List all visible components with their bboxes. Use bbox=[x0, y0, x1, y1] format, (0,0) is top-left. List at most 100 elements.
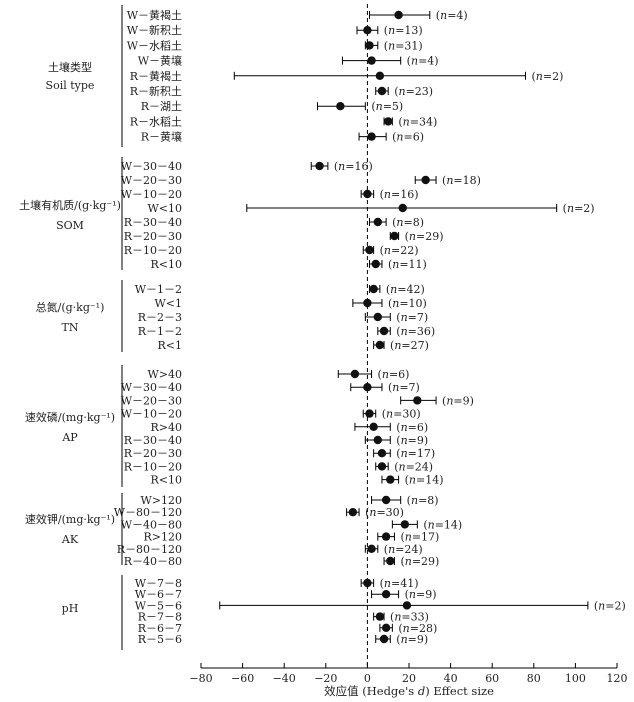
row-label: R－黄壤 bbox=[141, 130, 182, 144]
effect-point bbox=[365, 41, 374, 50]
effect-point bbox=[350, 369, 360, 379]
n-label: (n=14) bbox=[405, 474, 444, 487]
n-label: (n=42) bbox=[386, 283, 425, 296]
n-label: (n=13) bbox=[384, 24, 423, 37]
effect-point bbox=[386, 556, 395, 566]
effect-point bbox=[377, 449, 387, 458]
group-label-en: TN bbox=[62, 321, 79, 334]
row-label: W－7－8 bbox=[135, 577, 182, 590]
row-label: R－黄褐土 bbox=[130, 69, 182, 83]
x-tick-label: 40 bbox=[444, 672, 458, 685]
row-label: W－20－30 bbox=[121, 174, 182, 187]
row-label: R－新积土 bbox=[130, 84, 182, 98]
effect-point bbox=[375, 71, 385, 81]
row-label: R－7－8 bbox=[138, 611, 182, 624]
effect-point bbox=[400, 520, 410, 529]
n-label: (n=8) bbox=[407, 494, 439, 507]
x-tick-label: 20 bbox=[402, 672, 416, 685]
effect-point bbox=[371, 259, 380, 269]
group-label-en: AK bbox=[61, 533, 79, 546]
row-label: R－10－20 bbox=[124, 244, 182, 257]
row-label: R－30－40 bbox=[124, 216, 182, 229]
n-label: (n=2) bbox=[563, 202, 595, 215]
effect-point bbox=[381, 532, 391, 541]
group-label-cn: 土壤有机质/(g·kg⁻¹) bbox=[19, 198, 121, 212]
n-label: (n=29) bbox=[405, 230, 444, 243]
n-label: (n=9) bbox=[405, 588, 437, 601]
n-label: (n=4) bbox=[407, 55, 439, 68]
effect-point bbox=[413, 396, 422, 405]
row-label: W－40－80 bbox=[121, 518, 182, 531]
n-label: (n=23) bbox=[394, 85, 433, 98]
n-label: (n=7) bbox=[388, 381, 420, 394]
row-label: W>120 bbox=[140, 494, 182, 507]
effect-point bbox=[367, 56, 376, 65]
effect-point bbox=[381, 590, 391, 599]
row-label: R－80－120 bbox=[117, 543, 182, 556]
n-label: (n=17) bbox=[400, 531, 439, 544]
row-label: W－5－6 bbox=[135, 599, 182, 612]
effect-point bbox=[365, 409, 374, 418]
row-label: W－10－20 bbox=[121, 408, 182, 421]
x-tick-label: 80 bbox=[527, 672, 541, 685]
effect-point bbox=[381, 495, 391, 505]
row-label: W－80－120 bbox=[114, 506, 182, 519]
n-label: (n=34) bbox=[398, 115, 437, 128]
n-label: (n=18) bbox=[442, 174, 481, 187]
n-label: (n=7) bbox=[396, 311, 428, 324]
row-label: W<1 bbox=[154, 297, 182, 310]
row-label: W－水稻土 bbox=[127, 39, 182, 52]
row-label: W－30－40 bbox=[121, 160, 182, 173]
effect-point bbox=[365, 245, 374, 255]
effect-point bbox=[402, 601, 412, 610]
n-label: (n=4) bbox=[436, 9, 468, 22]
n-label: (n=16) bbox=[334, 160, 373, 173]
n-label: (n=6) bbox=[396, 421, 428, 434]
n-label: (n=5) bbox=[371, 100, 403, 113]
effect-point bbox=[379, 326, 389, 336]
x-axis-label: 效应值 (Hedge's d) Effect size bbox=[324, 684, 494, 698]
effect-point bbox=[363, 298, 372, 308]
effect-point bbox=[375, 612, 385, 621]
row-label: R>40 bbox=[151, 421, 183, 434]
row-label: R>120 bbox=[144, 531, 183, 544]
row-label: W－1－2 bbox=[135, 283, 182, 296]
group-label-cn: 土壤类型 bbox=[48, 60, 92, 74]
row-label: R－1－2 bbox=[138, 325, 182, 338]
effect-point bbox=[336, 102, 345, 111]
row-label: R<10 bbox=[151, 258, 183, 271]
group-label-cn: 总氮/(g·kg⁻¹) bbox=[36, 300, 105, 314]
row-label: R－5－6 bbox=[138, 633, 182, 646]
n-label: (n=28) bbox=[398, 622, 437, 635]
row-label: R－30－40 bbox=[124, 434, 182, 447]
row-label: W－30－40 bbox=[121, 381, 182, 394]
n-label: (n=24) bbox=[384, 543, 423, 556]
n-label: (n=33) bbox=[390, 611, 429, 624]
row-label: R－40－80 bbox=[124, 555, 182, 568]
row-label: R－2－3 bbox=[138, 311, 182, 324]
effect-point bbox=[367, 132, 376, 141]
effect-point bbox=[384, 117, 393, 126]
effect-point bbox=[375, 340, 385, 350]
row-label: R－水稻土 bbox=[130, 115, 182, 128]
x-tick-label: −40 bbox=[273, 672, 296, 685]
group-label-en: SOM bbox=[56, 219, 84, 232]
effect-point bbox=[363, 26, 372, 35]
effect-point bbox=[390, 231, 399, 241]
x-tick-label: 60 bbox=[485, 672, 499, 685]
effect-point bbox=[379, 634, 389, 644]
row-label: W－黄壤 bbox=[138, 54, 182, 68]
row-label: R－20－30 bbox=[124, 230, 182, 243]
row-label: W－新积土 bbox=[127, 23, 182, 37]
n-label: (n=14) bbox=[423, 518, 462, 531]
n-label: (n=8) bbox=[392, 216, 424, 229]
effect-point bbox=[363, 189, 372, 199]
group-label-cn: 速效磷/(mg·kg⁻¹) bbox=[25, 410, 115, 424]
effect-point bbox=[394, 10, 403, 20]
effect-point bbox=[421, 175, 430, 185]
effect-point bbox=[369, 284, 378, 294]
effect-point bbox=[381, 623, 391, 632]
effect-point bbox=[373, 435, 382, 445]
x-tick-label: 120 bbox=[607, 672, 628, 685]
